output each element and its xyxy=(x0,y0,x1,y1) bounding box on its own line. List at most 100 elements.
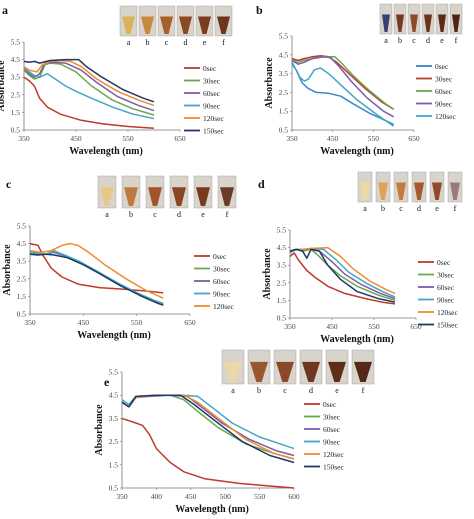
series-line-60sec xyxy=(23,61,155,112)
series-line-0sec xyxy=(29,242,164,294)
x-tick-label: 550 xyxy=(131,318,143,327)
vial-liquid xyxy=(160,16,173,34)
photo-label: f xyxy=(455,36,458,45)
x-tick-label: 350 xyxy=(24,318,36,327)
panel-e: e a b c d e f 0.5 1.5 2.5 3.5 4.5 5.5 350 400 450 500 550… xyxy=(94,349,375,515)
series-line-150sec xyxy=(121,394,295,464)
series-line-90sec xyxy=(291,55,395,118)
panel-c: c a b c d e f 0.5 1.5 2.5 3.5 4.5 5.5 350 450 550 650 Wav… xyxy=(2,175,237,341)
panel-letter: d xyxy=(258,177,265,191)
series-line-120sec xyxy=(291,63,395,127)
vial-liquid xyxy=(450,182,460,200)
series-line-150sec xyxy=(289,248,396,303)
y-axis-label: Absorbance xyxy=(2,244,13,296)
y-tick-label: 3.5 xyxy=(279,69,289,78)
legend-label: 60sec xyxy=(203,89,221,98)
series-line-0sec xyxy=(289,252,396,305)
x-tick-label: 550 xyxy=(368,134,380,143)
x-axis-label: Wavelength (nm) xyxy=(320,334,394,345)
panel-letter: b xyxy=(256,3,263,17)
vial-liquid xyxy=(179,16,192,34)
y-tick-label: 1.5 xyxy=(277,296,287,305)
photo-label: c xyxy=(153,210,157,219)
legend-label: 90sec xyxy=(437,295,455,304)
y-tick-label: 2.5 xyxy=(17,274,27,283)
legend-label: 30sec xyxy=(437,270,455,279)
vial-liquid xyxy=(378,182,388,200)
vial-liquid xyxy=(414,182,424,200)
photo-label: c xyxy=(412,36,416,45)
vial-liquid xyxy=(432,182,442,200)
x-tick-label: 350 xyxy=(286,134,298,143)
y-tick-label: 3.5 xyxy=(11,73,21,82)
y-tick-label: 5.5 xyxy=(277,226,287,235)
y-tick-label: 4.5 xyxy=(277,243,287,252)
photo-label: d xyxy=(426,36,430,45)
vial-liquid xyxy=(354,361,372,382)
series-line-90sec xyxy=(23,67,155,120)
photo-label: c xyxy=(165,38,169,47)
y-axis-label: Absorbance xyxy=(264,57,275,109)
vial-liquid xyxy=(100,187,114,206)
legend-label: 90sec xyxy=(435,99,453,108)
vial-liquid xyxy=(198,16,211,34)
vial-liquid xyxy=(124,187,138,206)
series-line-90sec xyxy=(121,394,295,450)
vial-liquid xyxy=(122,16,135,34)
vial-liquid xyxy=(148,187,162,206)
vial-liquid xyxy=(410,14,418,32)
photo-label: e xyxy=(335,386,339,395)
legend-label: 0sec xyxy=(203,64,217,73)
legend-label: 150sec xyxy=(323,462,344,471)
y-tick-label: 3.5 xyxy=(277,261,287,270)
x-tick-label: 350 xyxy=(116,492,128,501)
legend-label: 0sec xyxy=(213,252,227,261)
photo-label: e xyxy=(440,36,444,45)
vial-liquid xyxy=(452,14,460,32)
photo-label: a xyxy=(384,36,388,45)
legend-label: 120sec xyxy=(323,450,344,459)
photo-label: b xyxy=(257,386,261,395)
photo-label: c xyxy=(283,386,287,395)
series-line-150sec xyxy=(23,58,155,103)
legend-label: 60sec xyxy=(213,277,231,286)
legend-label: 120sec xyxy=(203,114,224,123)
series-line-0sec xyxy=(23,76,155,129)
panel-letter: c xyxy=(6,177,12,191)
legend-label: 30sec xyxy=(323,412,341,421)
photo-label: a xyxy=(105,210,109,219)
series-line-120sec xyxy=(29,242,164,299)
photo-label: d xyxy=(184,38,188,47)
legend-label: 30sec xyxy=(435,74,453,83)
x-axis-label: Wavelength (nm) xyxy=(320,146,394,157)
x-tick-label: 350 xyxy=(18,134,30,143)
legend-label: 0sec xyxy=(435,62,449,71)
photo-label: a xyxy=(231,386,235,395)
y-tick-label: 1.5 xyxy=(11,108,21,117)
y-tick-label: 1.5 xyxy=(109,460,119,469)
legend-label: 90sec xyxy=(203,101,221,110)
vial-liquid xyxy=(250,361,268,382)
panel-letter: a xyxy=(2,3,8,17)
legend-label: 120sec xyxy=(437,308,458,317)
x-tick-label: 450 xyxy=(327,134,339,143)
y-tick-label: 3.5 xyxy=(109,414,119,423)
vial-liquid xyxy=(141,16,154,34)
vial-liquid xyxy=(172,187,186,206)
x-tick-label: 650 xyxy=(184,318,196,327)
x-tick-label: 350 xyxy=(284,322,296,331)
vial-liquid xyxy=(220,187,234,206)
y-tick-label: 2.5 xyxy=(279,88,289,97)
y-tick-label: 0.5 xyxy=(109,484,119,493)
legend-label: 150sec xyxy=(203,126,224,135)
y-tick-label: 1.5 xyxy=(279,107,289,116)
series-line-0sec xyxy=(291,61,395,126)
x-tick-label: 450 xyxy=(326,322,338,331)
y-tick-label: 2.5 xyxy=(277,278,287,287)
y-tick-label: 5.5 xyxy=(17,222,27,231)
legend-label: 0sec xyxy=(437,258,451,267)
y-tick-label: 5.5 xyxy=(11,38,21,47)
y-tick-label: 0.5 xyxy=(279,126,289,135)
x-tick-label: 550 xyxy=(368,322,380,331)
